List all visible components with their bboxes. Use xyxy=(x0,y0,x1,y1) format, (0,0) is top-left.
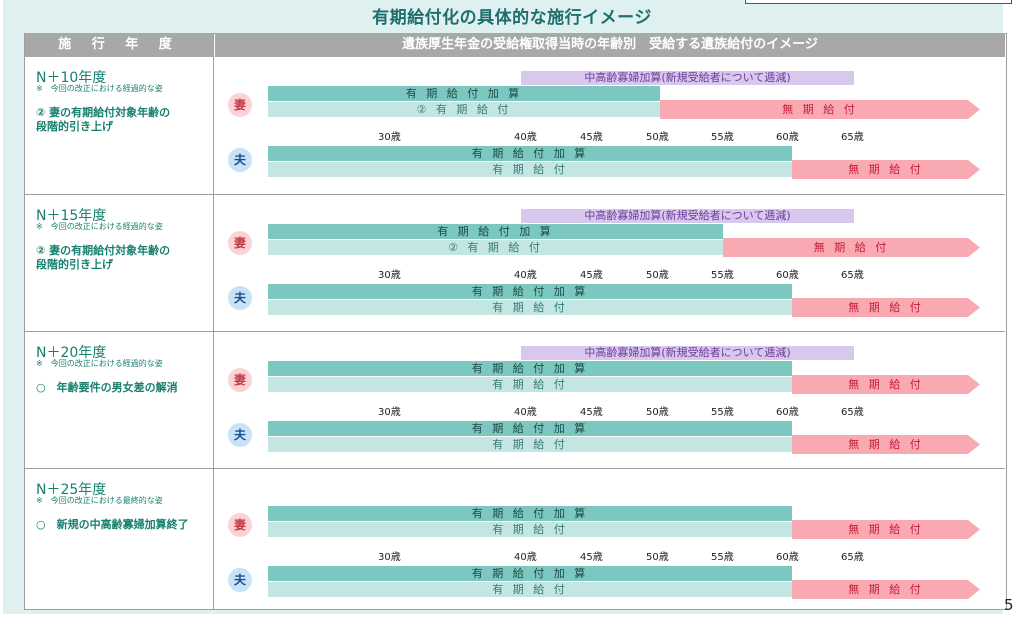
chukorei-kafu-kasan-bar: 中高齢寡婦加算(新規受給者について逓減) xyxy=(521,71,854,85)
section-divider xyxy=(25,468,1005,469)
wife-icon: 妻 xyxy=(228,231,252,255)
column-divider xyxy=(213,33,214,609)
husband-icon: 夫 xyxy=(228,568,252,592)
age-tick-50歳: 50歳 xyxy=(646,270,669,281)
wife-yuki-kyufu-bar: ② 有 期 給 付 xyxy=(268,240,723,255)
age-tick-55歳: 55歳 xyxy=(711,270,734,281)
section-description: ② 妻の有期給付対象年齢の 段階的引き上げ xyxy=(36,106,171,133)
wife-yuki-kasan-bar: 有 期 給 付 加 算 xyxy=(268,86,660,101)
age-tick-50歳: 50歳 xyxy=(646,552,669,563)
age-tick-60歳: 60歳 xyxy=(776,270,799,281)
age-tick-55歳: 55歳 xyxy=(711,552,734,563)
husband-yuki-kasan-bar: 有 期 給 付 加 算 xyxy=(268,566,792,581)
wife-yuki-kasan-bar: 有 期 給 付 加 算 xyxy=(268,506,792,521)
husband-icon: 夫 xyxy=(228,286,252,310)
age-tick-40歳: 40歳 xyxy=(514,407,537,418)
wife-icon: 妻 xyxy=(228,368,252,392)
wife-muki-kyufu-bar: 無 期 給 付 xyxy=(792,375,980,394)
age-tick-65歳: 65歳 xyxy=(841,270,864,281)
age-tick-65歳: 65歳 xyxy=(841,552,864,563)
age-tick-60歳: 60歳 xyxy=(776,407,799,418)
age-tick-60歳: 60歳 xyxy=(776,132,799,143)
section-note: ※ 今回の改正における経過的な姿 xyxy=(36,359,163,368)
wife-icon: 妻 xyxy=(228,513,252,537)
top-right-box xyxy=(745,0,1012,4)
husband-icon: 夫 xyxy=(228,148,252,172)
age-tick-45歳: 45歳 xyxy=(580,132,603,143)
header-year-column: 施 行 年 度 xyxy=(25,33,213,57)
age-tick-45歳: 45歳 xyxy=(580,407,603,418)
section-divider xyxy=(25,331,1005,332)
slide-title: 有期給付化の具体的な施行イメージ xyxy=(372,8,652,28)
section-divider xyxy=(25,194,1005,195)
age-tick-50歳: 50歳 xyxy=(646,407,669,418)
section-year: N＋20年度 xyxy=(36,345,107,361)
husband-muki-kyufu-bar: 無 期 給 付 xyxy=(792,435,980,454)
wife-muki-kyufu-bar: 無 期 給 付 xyxy=(792,520,980,539)
age-tick-60歳: 60歳 xyxy=(776,552,799,563)
husband-yuki-kasan-bar: 有 期 給 付 加 算 xyxy=(268,146,792,161)
age-tick-65歳: 65歳 xyxy=(841,132,864,143)
age-tick-40歳: 40歳 xyxy=(514,132,537,143)
wife-muki-kyufu-bar: 無 期 給 付 xyxy=(660,100,980,119)
section-note: ※ 今回の改正における経過的な姿 xyxy=(36,222,163,231)
section-year: N＋10年度 xyxy=(36,70,107,86)
wife-yuki-kasan-bar: 有 期 給 付 加 算 xyxy=(268,361,792,376)
age-tick-55歳: 55歳 xyxy=(711,407,734,418)
age-tick-30歳: 30歳 xyxy=(378,407,401,418)
age-tick-30歳: 30歳 xyxy=(378,132,401,143)
age-tick-40歳: 40歳 xyxy=(514,552,537,563)
page-number: 5 xyxy=(1004,596,1014,614)
husband-yuki-kyufu-bar: 有 期 給 付 xyxy=(268,162,792,177)
wife-muki-kyufu-bar: 無 期 給 付 xyxy=(723,238,980,257)
header-image-column: 遺族厚生年金の受給権取得当時の年齢別 受給する遺族給付のイメージ xyxy=(215,33,1005,57)
section-description: ○ 新規の中高齢寡婦加算終了 xyxy=(36,518,189,531)
wife-yuki-kyufu-bar: 有 期 給 付 xyxy=(268,522,792,537)
age-tick-30歳: 30歳 xyxy=(378,552,401,563)
age-tick-65歳: 65歳 xyxy=(841,407,864,418)
husband-muki-kyufu-bar: 無 期 給 付 xyxy=(792,580,980,599)
chukorei-kafu-kasan-bar: 中高齢寡婦加算(新規受給者について逓減) xyxy=(521,346,854,360)
husband-yuki-kyufu-bar: 有 期 給 付 xyxy=(268,300,792,315)
age-tick-45歳: 45歳 xyxy=(580,552,603,563)
section-description: ○ 年齢要件の男女差の解消 xyxy=(36,381,178,394)
section-note: ※ 今回の改正における最終的な姿 xyxy=(36,496,163,505)
age-tick-45歳: 45歳 xyxy=(580,270,603,281)
husband-yuki-kyufu-bar: 有 期 給 付 xyxy=(268,582,792,597)
section-year: N＋15年度 xyxy=(36,208,107,224)
age-tick-50歳: 50歳 xyxy=(646,132,669,143)
husband-yuki-kyufu-bar: 有 期 給 付 xyxy=(268,437,792,452)
section-note: ※ 今回の改正における経過的な姿 xyxy=(36,84,163,93)
age-tick-55歳: 55歳 xyxy=(711,132,734,143)
age-tick-40歳: 40歳 xyxy=(514,270,537,281)
wife-yuki-kyufu-bar: ② 有 期 給 付 xyxy=(268,102,660,117)
age-tick-30歳: 30歳 xyxy=(378,270,401,281)
husband-yuki-kasan-bar: 有 期 給 付 加 算 xyxy=(268,421,792,436)
husband-yuki-kasan-bar: 有 期 給 付 加 算 xyxy=(268,284,792,299)
wife-yuki-kyufu-bar: 有 期 給 付 xyxy=(268,377,792,392)
section-description: ② 妻の有期給付対象年齢の 段階的引き上げ xyxy=(36,244,171,271)
husband-muki-kyufu-bar: 無 期 給 付 xyxy=(792,298,980,317)
wife-icon: 妻 xyxy=(228,93,252,117)
husband-muki-kyufu-bar: 無 期 給 付 xyxy=(792,160,980,179)
wife-yuki-kasan-bar: 有 期 給 付 加 算 xyxy=(268,224,723,239)
chukorei-kafu-kasan-bar: 中高齢寡婦加算(新規受給者について逓減) xyxy=(521,209,854,223)
section-year: N＋25年度 xyxy=(36,482,107,498)
husband-icon: 夫 xyxy=(228,423,252,447)
